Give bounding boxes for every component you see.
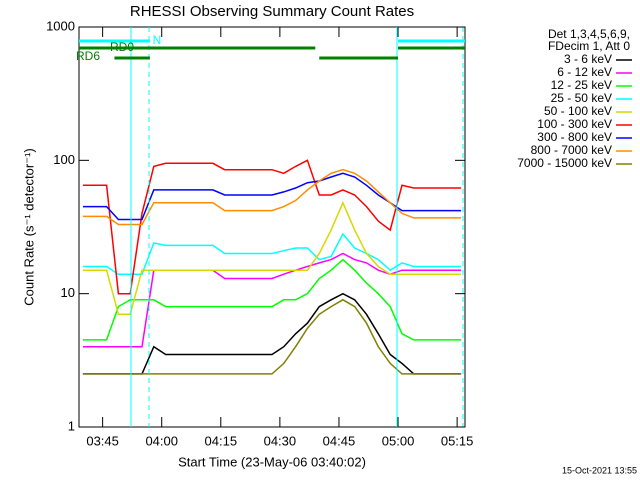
plot-frame <box>78 26 466 428</box>
x-tick-label: 04:15 <box>205 433 238 448</box>
series-line <box>82 172 462 221</box>
flag-label: RD0 <box>110 40 134 54</box>
y-tick-label: 100 <box>53 152 75 167</box>
series-line <box>82 168 462 226</box>
series-line <box>82 159 462 295</box>
y-tick-label: 1000 <box>46 18 75 33</box>
legend-label: 50 - 100 keV <box>544 104 612 118</box>
series-line <box>82 252 462 348</box>
legend-label: 300 - 800 keV <box>537 130 612 144</box>
chart-title: RHESSI Observing Summary Count Rates <box>130 3 414 20</box>
flag-label: N <box>153 33 162 47</box>
legend-title: Det 1,3,4,5,6,9, <box>548 27 630 41</box>
x-tick-label: 05:00 <box>382 433 415 448</box>
series-line <box>82 292 462 375</box>
x-tick-label: 05:15 <box>441 433 474 448</box>
legend-label: 6 - 12 keV <box>557 65 612 79</box>
legend-label: 800 - 7000 keV <box>531 143 612 157</box>
legend-title: FDecim 1, Att 0 <box>548 39 630 53</box>
legend-label: 7000 - 15000 keV <box>517 156 612 170</box>
x-axis-label: Start Time (23-May-06 03:40:02) <box>178 454 366 469</box>
x-tick-label: 04:00 <box>145 433 178 448</box>
flag-label: RD6 <box>76 49 100 63</box>
y-tick-label: 10 <box>61 285 75 300</box>
legend-label: 100 - 300 keV <box>537 117 612 131</box>
x-tick-label: 04:30 <box>264 433 297 448</box>
series-line <box>82 200 462 316</box>
legend-label: 3 - 6 keV <box>564 52 612 66</box>
y-axis-label: Count Rate (s⁻¹ detector⁻¹) <box>21 148 36 306</box>
legend-label: 25 - 50 keV <box>551 91 612 105</box>
series-line <box>82 258 462 341</box>
x-tick-label: 04:45 <box>323 433 356 448</box>
legend-label: 12 - 25 keV <box>551 78 612 92</box>
y-tick-label: 1 <box>68 418 75 433</box>
series-line <box>82 232 462 275</box>
plot-area <box>82 159 462 375</box>
x-tick-label: 03:45 <box>86 433 119 448</box>
series-line <box>82 298 462 375</box>
footer: 15-Oct-2021 13:55 <box>562 465 637 475</box>
